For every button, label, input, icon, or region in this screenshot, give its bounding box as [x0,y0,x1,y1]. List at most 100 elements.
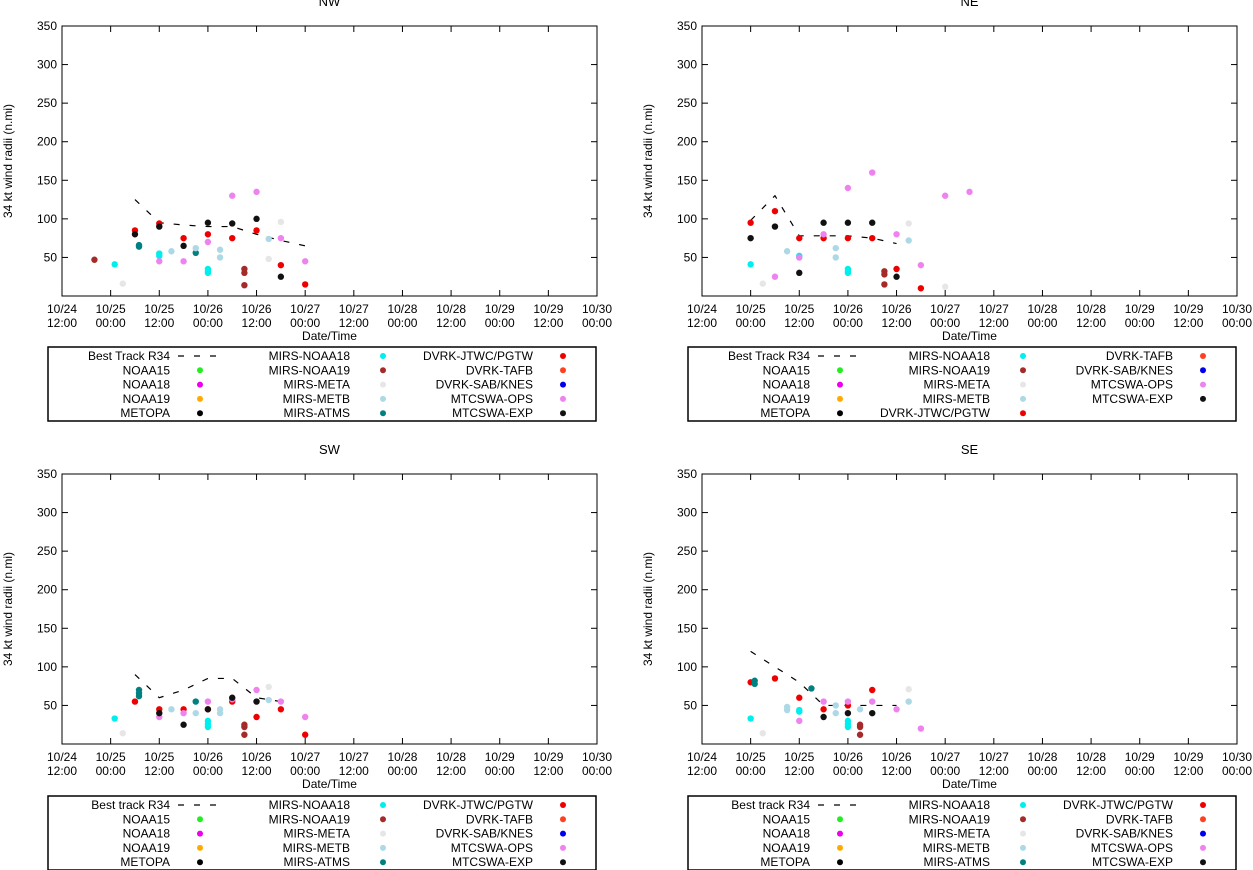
y-tick-label: 150 [37,173,57,187]
x-tick-label: 10/30 [582,750,612,764]
point-mirs-atms [808,685,815,692]
x-tick-label: 10/27 [339,302,369,316]
x-tick-label: 00:00 [1125,764,1155,778]
x-tick-label: 00:00 [485,764,515,778]
x-tick-label: 10/28 [1076,302,1106,316]
legend-dot-marker [560,802,566,808]
legend-label: MIRS-NOAA18 [269,349,351,363]
point-mtcswa-ops [253,686,260,694]
x-tick-label: 10/28 [1027,302,1057,316]
legend-label: MTCSWA-OPS [1091,841,1173,855]
chart-title: NE [960,0,978,9]
x-tick-label: 10/28 [436,302,466,316]
legend-label: NOAA18 [763,378,811,392]
point-mirs-atms [751,680,758,688]
legend-label: Best track R34 [91,798,170,812]
point-mirs-noaa18 [747,715,754,722]
legend-dot-marker [1200,395,1206,402]
x-tick-label: 00:00 [387,764,417,778]
point-mtcswa-ops [917,261,925,269]
legend-box [47,346,597,422]
x-tick-label: 10/29 [1173,302,1203,316]
point-mirs-noaa18 [747,261,754,268]
legend-dot-marker [560,816,566,823]
y-tick-label: 350 [37,467,57,481]
legend-dot-marker [380,816,386,823]
y-tick-label: 300 [677,506,697,520]
x-tick-label: 10/29 [533,302,563,316]
point-mtcswa-ops [156,258,163,265]
legend-dot-marker [197,410,203,417]
point-mirs-atms [192,698,199,705]
legend-label: NOAA15 [123,363,171,377]
legend-dot-marker [380,844,386,851]
legend-label: MIRS-METB [283,841,350,855]
legend-label: MIRS-NOAA19 [909,812,991,826]
point-dvrk-jtwc [796,694,803,701]
plot-frame [701,473,1238,745]
x-tick-label: 10/25 [784,302,814,316]
legend-dot-marker [1020,816,1026,823]
point-dvrk-jtwc [747,219,754,226]
legend-dot-marker [197,816,203,823]
point-mirs-noaa19 [881,271,888,278]
point-dvrk-jtwc [771,207,779,215]
point-mtcswa-exp [844,219,852,226]
x-tick-label: 00:00 [833,316,863,330]
x-tick-label: 12:00 [47,764,77,778]
point-mtcswa-exp [869,219,876,226]
legend-label: NOAA18 [123,378,171,392]
legend-label: METOPA [120,855,170,869]
y-tick-label: 100 [37,660,57,674]
legend-label: DVRK-TAFB [1106,349,1173,363]
legend-dot-marker [1200,816,1206,823]
x-tick-label: 12:00 [1173,316,1203,330]
y-tick-label: 350 [677,19,697,33]
x-tick-label: 10/27 [339,750,369,764]
x-tick-label: 00:00 [736,764,766,778]
chart-panel-se: SE5010015020025030035010/2412:0010/2500:… [641,442,1252,870]
x-tick-label: 12:00 [979,764,1009,778]
x-tick-label: 00:00 [193,764,223,778]
point-mtcswa-ops [820,698,827,705]
legend-dot-marker [837,410,843,417]
legend-label: DVRK-SAB/KNES [436,378,533,392]
legend-dot-marker [1020,830,1026,837]
x-tick-label: 10/28 [436,750,466,764]
point-mirs-noaa19 [241,723,248,731]
legend-dot-marker [197,859,203,866]
legend-label: MIRS-META [284,827,350,841]
x-tick-label: 12:00 [144,764,174,778]
legend-label: MIRS-NOAA19 [269,363,351,377]
point-mtcswa-exp [156,223,163,230]
point-mirs-noaa18 [156,252,163,260]
x-tick-label: 10/25 [736,750,766,764]
y-tick-label: 250 [677,96,697,110]
point-mirs-noaa18 [111,715,118,722]
legend-label: NOAA19 [763,392,811,406]
x-tick-label: 12:00 [1076,764,1106,778]
y-tick-label: 150 [677,173,697,187]
legend-dot-marker [1200,802,1206,808]
legend-label: DVRK-SAB/KNES [1076,363,1173,377]
legend-label: MIRS-META [924,827,990,841]
x-tick-label: 10/29 [1125,750,1155,764]
x-tick-label: 10/28 [387,750,417,764]
legend-label: NOAA19 [123,392,171,406]
point-mirs-metb [783,706,791,714]
point-mtcswa-exp [204,706,212,713]
point-dvrk-jtwc [277,261,285,269]
plot-frame [701,25,1238,297]
legend-dot-marker [380,381,386,388]
x-tick-label: 12:00 [533,316,563,330]
legend-label: DVRK-TAFB [466,812,533,826]
point-mtcswa-ops [844,698,852,705]
x-tick-label: 10/29 [1173,750,1203,764]
point-mirs-metb [265,696,272,704]
x-tick-label: 10/28 [1076,750,1106,764]
point-mirs-metb [168,706,175,713]
legend-label: MIRS-ATMS [284,406,350,420]
point-mtcswa-exp [893,273,900,280]
legend-box [687,795,1237,870]
